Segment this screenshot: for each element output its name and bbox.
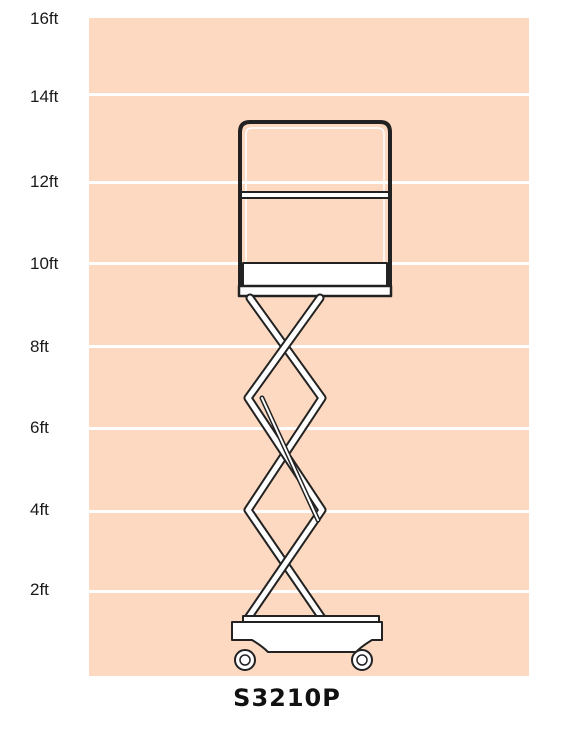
gridline-8ft xyxy=(89,345,529,348)
y-tick-label-4ft: 4ft xyxy=(30,500,49,519)
chassis-top-plate xyxy=(242,615,380,623)
model-label: S3210P xyxy=(233,684,341,712)
y-tick-label-16ft: 16ft xyxy=(30,9,59,28)
y-tick-label-6ft: 6ft xyxy=(30,418,49,437)
y-tick-label-8ft: 8ft xyxy=(30,337,49,356)
gridline-14ft xyxy=(89,93,529,96)
gridline-6ft xyxy=(89,427,529,430)
gridline-12ft xyxy=(89,181,529,184)
y-tick-label-2ft: 2ft xyxy=(30,580,49,599)
wheel-right xyxy=(351,649,373,671)
chassis xyxy=(231,621,383,653)
scissor-arms xyxy=(243,293,327,623)
lift-cylinder-fill xyxy=(261,397,319,521)
platform-base xyxy=(237,284,393,298)
guardrail xyxy=(238,120,392,294)
wheel-left xyxy=(234,649,256,671)
platform-deck xyxy=(242,262,388,288)
guardrail-inner xyxy=(245,127,385,293)
gridline-4ft xyxy=(89,510,529,513)
y-tick-label-12ft: 12ft xyxy=(30,172,59,191)
y-tick-label-10ft: 10ft xyxy=(30,254,59,273)
y-tick-label-14ft: 14ft xyxy=(30,87,59,106)
mid-rail xyxy=(240,191,390,199)
